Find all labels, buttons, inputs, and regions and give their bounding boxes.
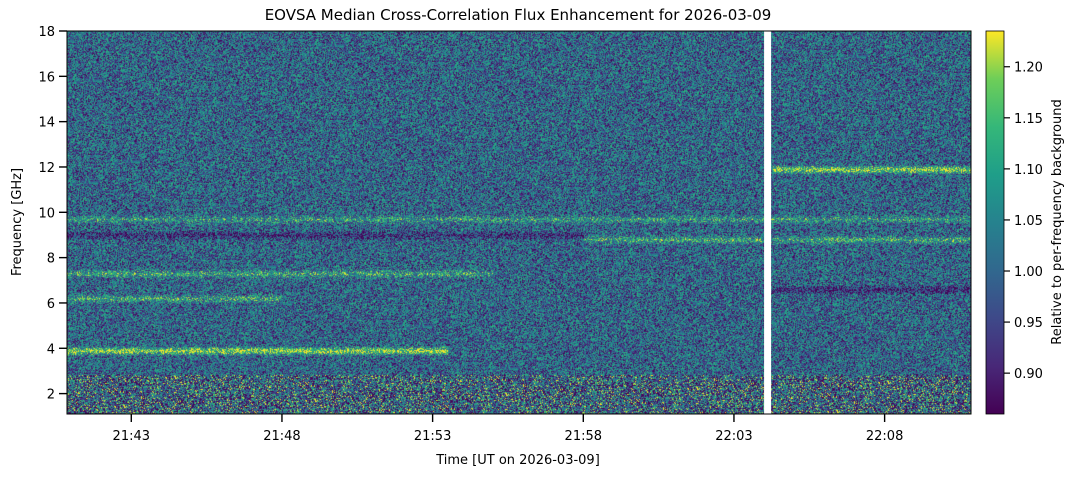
x-tick-label: 22:08 [866,429,903,444]
x-tick-label: 22:03 [715,429,752,444]
y-tick-label: 16 [38,70,55,85]
y-tick-label: 8 [47,252,55,267]
colorbar-tick-label: 1.10 [1014,163,1043,178]
colorbar-tick-label: 0.95 [1014,316,1043,331]
colorbar-tick-label: 1.15 [1014,112,1043,127]
x-tick-label: 21:48 [263,429,300,444]
colorbar-ticks: 0.90 0.95 1.00 1.05 1.10 1.15 1.20 [1004,61,1043,382]
y-tick-label: 2 [47,388,55,403]
heatmap-image [67,31,971,414]
colorbar: 0.90 0.95 1.00 1.05 1.10 1.15 1.20 [985,30,1043,415]
plot-frame [66,30,972,415]
colorbar-tick-label: 1.00 [1014,265,1043,280]
y-tick-label: 10 [38,206,55,221]
colorbar-tick-label: 1.20 [1014,61,1043,76]
colorbar-tick-label: 0.90 [1014,367,1043,382]
y-axis-label: Frequency [GHz] [10,168,25,276]
y-tick-label: 18 [38,25,55,40]
y-tick-label: 14 [38,116,55,131]
colorbar-tick-label: 1.05 [1014,214,1043,229]
x-tick-label: 21:53 [414,429,451,444]
y-axis: 2 4 6 8 10 12 14 16 18 [38,25,67,403]
x-tick-label: 21:58 [565,429,602,444]
data-gap [764,31,772,414]
x-axis: 21:43 21:48 21:53 21:58 22:03 22:08 [113,414,903,444]
colorbar-gradient [985,30,1005,415]
y-tick-label: 12 [38,161,55,176]
chart-title: EOVSA Median Cross-Correlation Flux Enha… [265,6,772,24]
x-axis-label: Time [UT on 2026-03-09] [435,453,600,468]
plot-area [66,30,972,415]
y-tick-label: 6 [47,297,55,312]
x-tick-label: 21:43 [113,429,150,444]
colorbar-label: Relative to per-frequency background [1050,99,1065,344]
y-tick-label: 4 [47,342,55,357]
